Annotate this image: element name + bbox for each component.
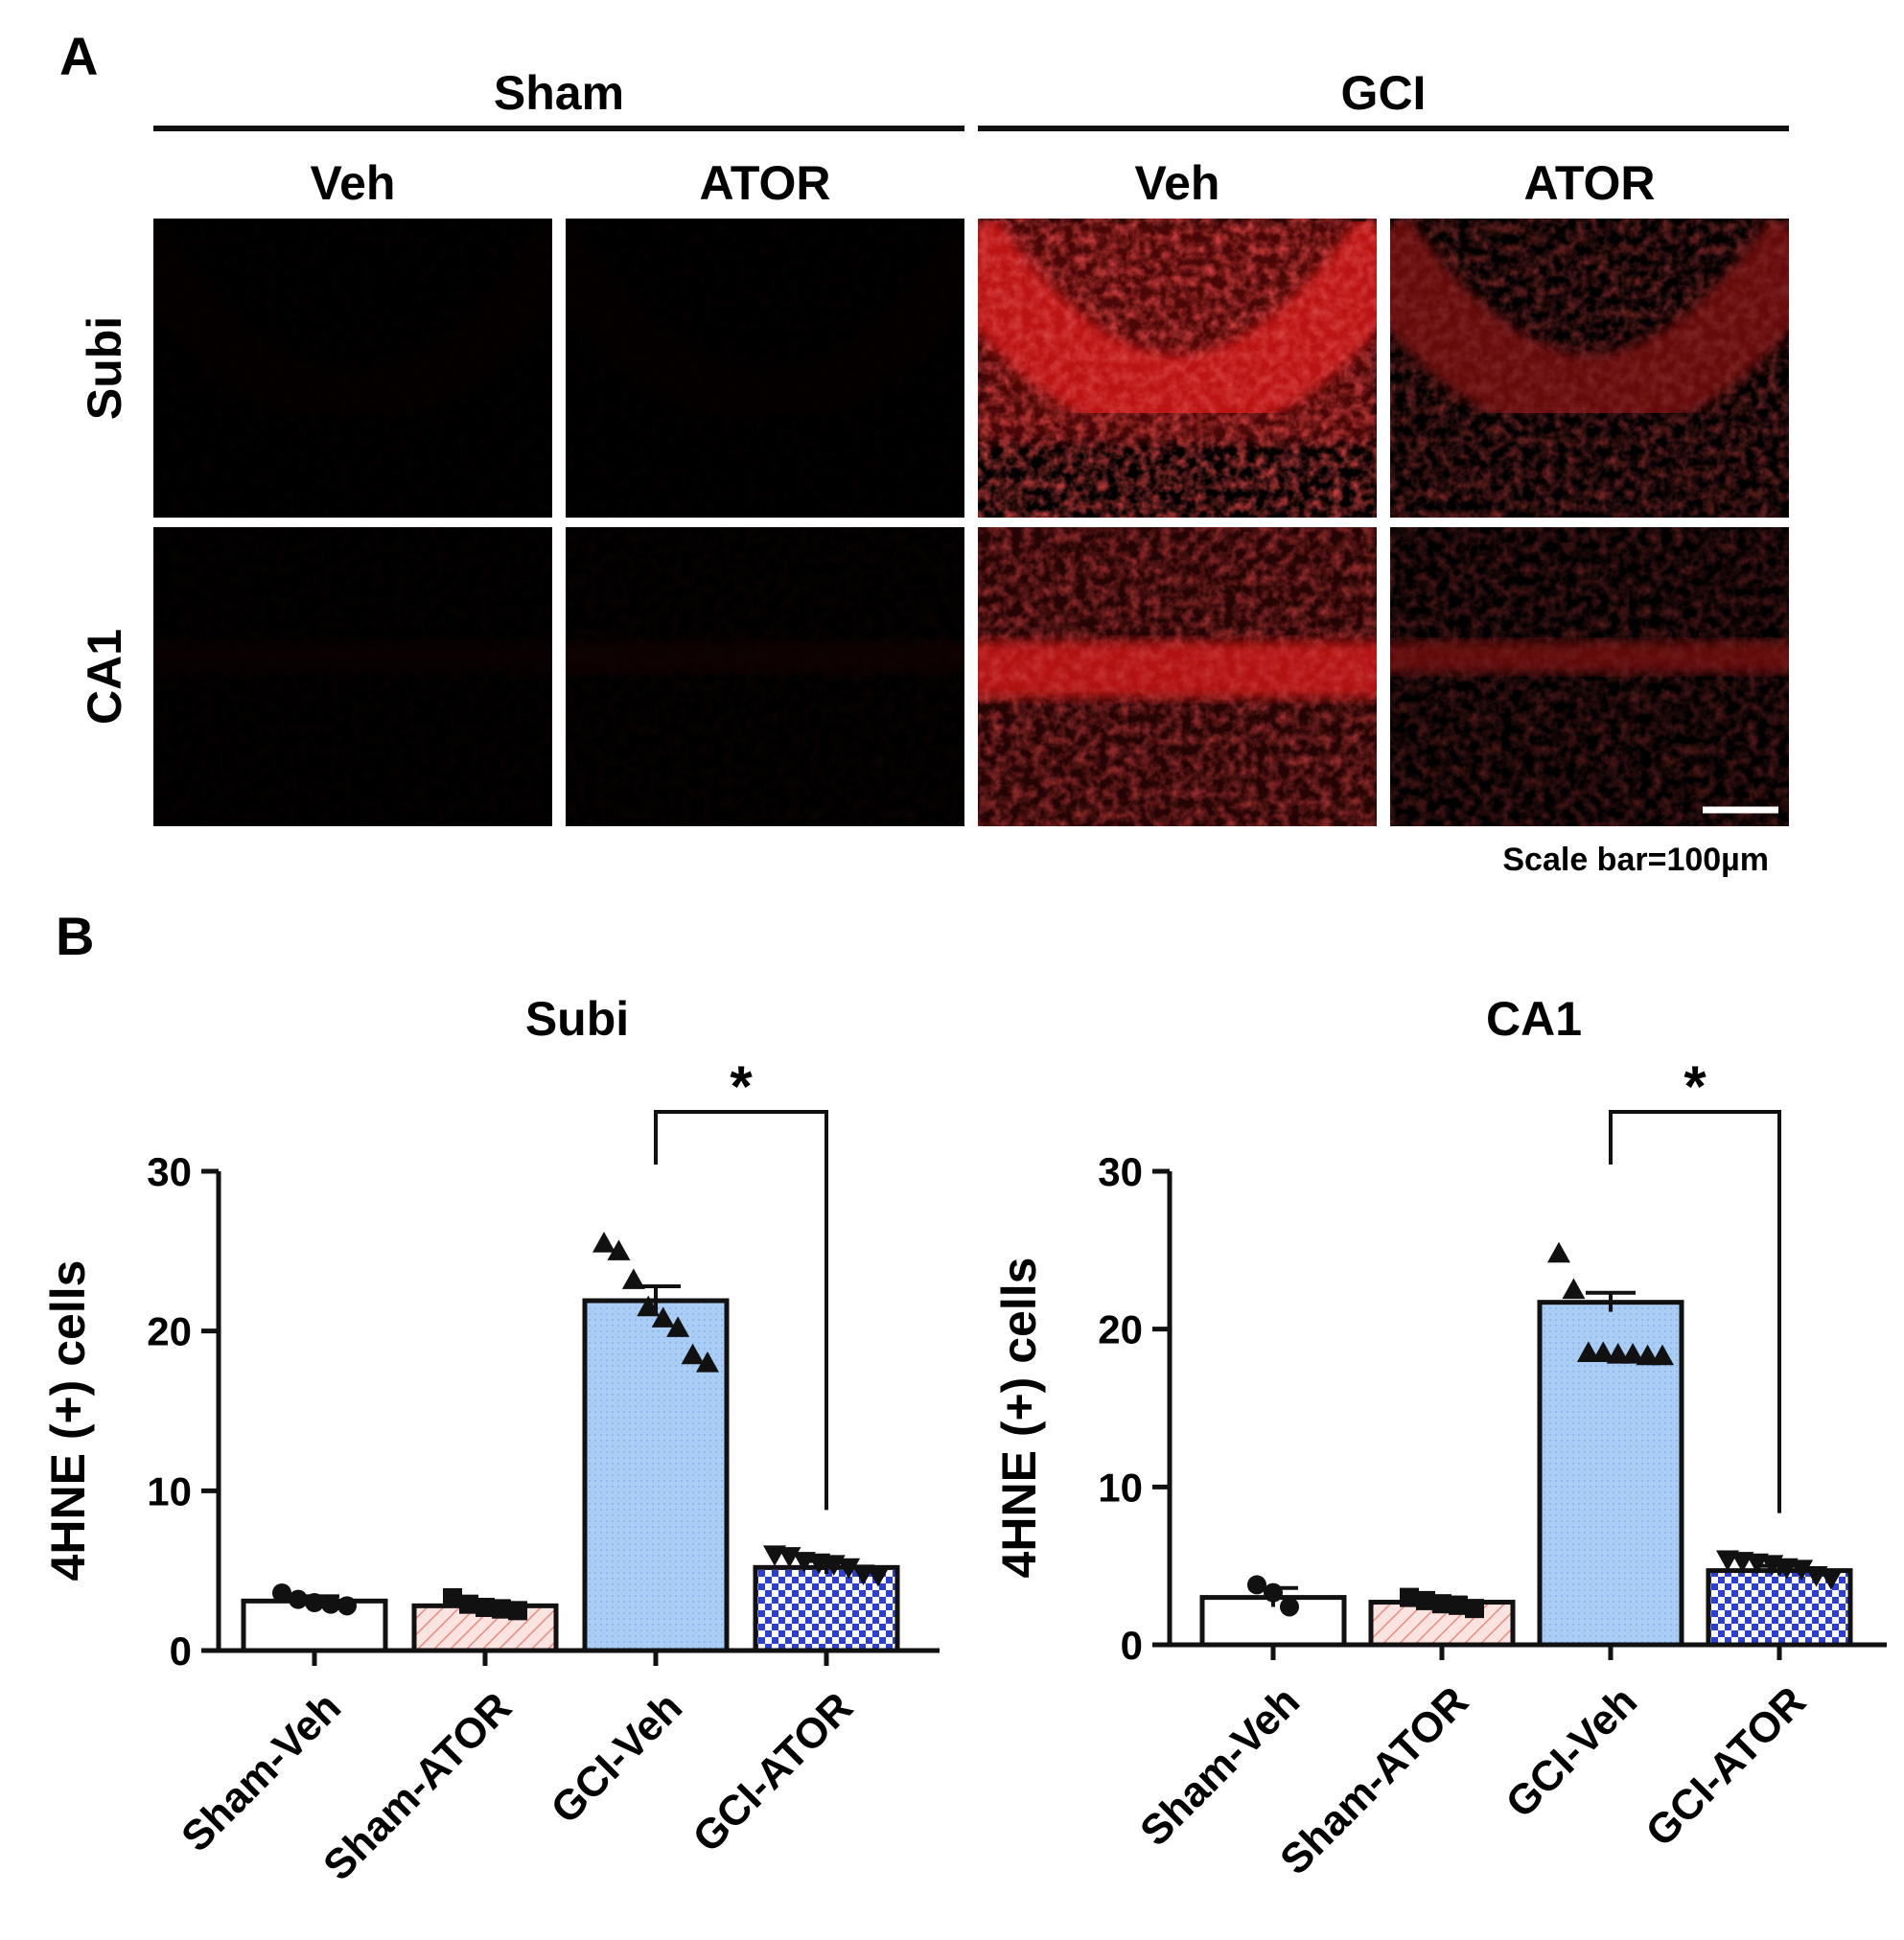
- data-point: [651, 1306, 675, 1328]
- data-point: [1591, 1341, 1615, 1362]
- data-point: [272, 1583, 291, 1603]
- x-tick-label: GCI-Veh: [542, 1683, 691, 1833]
- micrograph-ca1-3: [1390, 527, 1789, 826]
- treatment-header: ATOR: [699, 156, 830, 210]
- treatment-header: ATOR: [1523, 156, 1655, 210]
- x-tick-label: Sham-Veh: [173, 1683, 350, 1860]
- micrograph-ca1-1: [566, 527, 964, 826]
- micrograph-grid: [153, 219, 1789, 826]
- data-point: [1547, 1241, 1570, 1263]
- data-point: [508, 1601, 527, 1621]
- data-point: [337, 1596, 357, 1616]
- panel-a-label: A: [59, 26, 98, 86]
- data-point: [476, 1598, 495, 1617]
- y-tick-label: 10: [1098, 1465, 1143, 1510]
- data-point: [459, 1594, 478, 1614]
- data-point: [1651, 1344, 1674, 1366]
- significance-star: *: [730, 1054, 753, 1119]
- data-point: [621, 1268, 645, 1289]
- group-header-sham: Sham: [494, 66, 624, 120]
- micrograph-ca1-2: [978, 527, 1377, 826]
- data-point: [681, 1343, 705, 1365]
- scale-bar-label: Scale bar=100µm: [1502, 842, 1769, 878]
- treatment-header: Veh: [1135, 156, 1220, 210]
- data-point: [1465, 1599, 1484, 1619]
- data-point: [321, 1594, 340, 1614]
- data-point: [305, 1593, 324, 1612]
- data-point: [1562, 1278, 1586, 1300]
- x-tick-label: GCI-ATOR: [1637, 1677, 1815, 1856]
- y-tick-label: 10: [147, 1468, 192, 1513]
- data-point: [1606, 1343, 1630, 1364]
- x-tick-label: Sham-Veh: [1131, 1677, 1309, 1855]
- y-tick-label: 20: [147, 1309, 192, 1354]
- panel-a-headers: Sham Veh ATOR GCI Veh ATOR Subi CA1: [78, 66, 1789, 725]
- data-point: [1820, 1569, 1843, 1590]
- panel-b-label: B: [56, 906, 94, 966]
- data-point: [289, 1589, 308, 1609]
- panel-b: B Subi 4HNE (+) cells 0 10 20 30 Sham-Veh Sham-…: [41, 906, 1887, 1889]
- data-point: [1790, 1559, 1814, 1581]
- data-point: [867, 1566, 890, 1587]
- y-tick-label: 30: [147, 1149, 192, 1194]
- data-point: [666, 1316, 690, 1337]
- data-point: [1576, 1341, 1600, 1362]
- significance-bracket: [654, 1110, 828, 1511]
- chart-title: Subi: [525, 992, 629, 1046]
- y-tick-label: 0: [170, 1628, 192, 1674]
- treatment-header: Veh: [311, 156, 396, 210]
- x-tick-label: GCI-ATOR: [684, 1683, 862, 1861]
- data-point: [1264, 1582, 1283, 1603]
- micrograph-subi-2: [978, 219, 1377, 518]
- data-point: [837, 1558, 861, 1580]
- data-point: [637, 1295, 661, 1317]
- chart-title: CA1: [1486, 992, 1582, 1046]
- micrograph-subi-3: [1390, 219, 1789, 518]
- x-tick-label: GCI-Veh: [1497, 1677, 1646, 1827]
- data-point: [592, 1232, 615, 1253]
- y-tick-label: 20: [1098, 1307, 1143, 1352]
- data-point: [1432, 1594, 1451, 1614]
- micrograph-ca1-0: [153, 527, 552, 826]
- data-point: [1416, 1590, 1435, 1610]
- row-label-subi: Subi: [78, 316, 131, 420]
- y-tick-label: 30: [1098, 1149, 1143, 1194]
- data-point: [607, 1239, 631, 1260]
- y-axis-label: 4HNE (+) cells: [41, 1260, 95, 1582]
- data-point: [1636, 1344, 1660, 1366]
- bar-gci-veh: [582, 1298, 730, 1653]
- data-point: [443, 1588, 462, 1607]
- group-header-gci: GCI: [1341, 66, 1427, 120]
- data-point: [1280, 1597, 1299, 1617]
- micrograph-subi-0: [153, 219, 552, 518]
- data-point: [1247, 1575, 1266, 1595]
- panel-a: A Sham Veh ATOR GCI Veh ATOR Subi CA1 Scale bar…: [59, 26, 1789, 878]
- micrograph-subi-1: [566, 219, 964, 518]
- row-label-ca1: CA1: [78, 629, 131, 725]
- y-axis-label: 4HNE (+) cells: [992, 1258, 1046, 1579]
- significance-star: *: [1683, 1054, 1707, 1119]
- data-point: [492, 1599, 511, 1619]
- significance-bracket: [1609, 1110, 1781, 1513]
- data-point: [696, 1351, 719, 1373]
- y-tick-label: 0: [1121, 1623, 1143, 1668]
- data-point: [1400, 1587, 1419, 1607]
- data-point: [1621, 1343, 1645, 1364]
- data-point: [1449, 1595, 1468, 1615]
